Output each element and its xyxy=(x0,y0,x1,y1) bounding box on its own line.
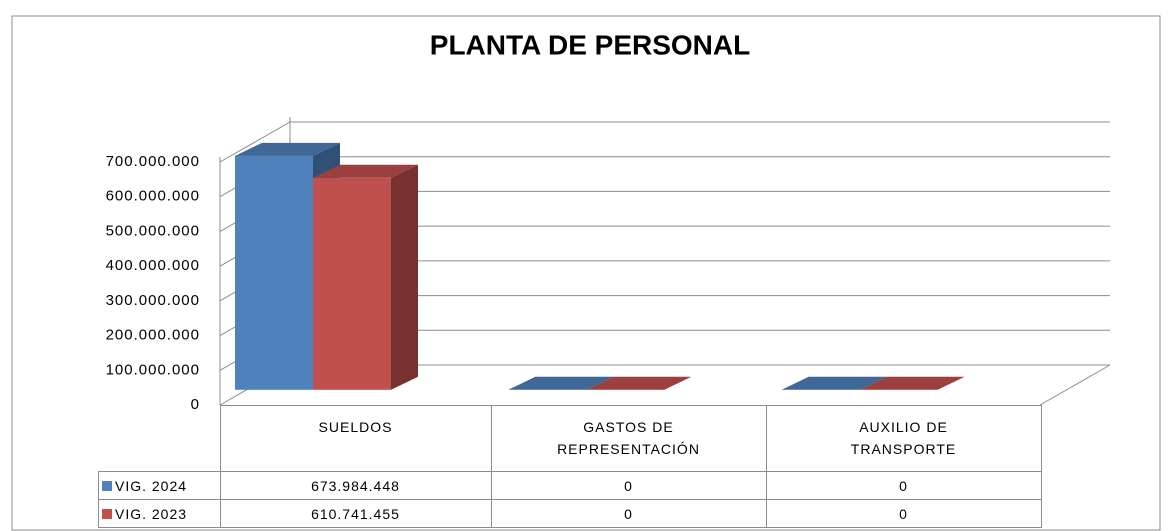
bar-front xyxy=(313,177,391,390)
category-cell: AUXILIO DE TRANSPORTE xyxy=(765,405,1042,472)
legend-label: VIG. 2023 xyxy=(115,505,188,522)
y-tick-label: 400.000.000 xyxy=(106,257,200,274)
value-cell: 673.984.448 xyxy=(219,471,492,500)
bar-top xyxy=(235,142,340,156)
value-cell: 0 xyxy=(765,499,1042,528)
header-row: SUELDOS GASTOS DE REPRESENTACIÓN AUXILIO D… xyxy=(99,405,1042,472)
y-tick-label: 300.000.000 xyxy=(106,292,200,309)
bar-top xyxy=(859,376,965,390)
category-label: GASTOS DE REPRESENTACIÓN xyxy=(557,419,700,457)
series-row: VIG. 2024 673.984.448 0 0 xyxy=(98,471,1042,500)
floor-edge xyxy=(1039,364,1111,406)
y-tick-label: 200.000.000 xyxy=(106,327,200,344)
bar-top xyxy=(313,164,418,178)
bar-side xyxy=(391,164,418,390)
y-tick-label: 0 xyxy=(191,396,200,413)
y-tick-label: 100.000.000 xyxy=(106,361,200,378)
value-cell: 0 xyxy=(765,471,1042,500)
legend-swatch xyxy=(102,508,112,519)
y-tick-label: 600.000.000 xyxy=(106,188,200,205)
blank-cell xyxy=(99,406,221,472)
y-tick-label: 700.000.000 xyxy=(106,153,200,170)
chart-border xyxy=(11,15,1161,531)
y-tick-label: 500.000.000 xyxy=(106,222,200,239)
series-row: VIG. 2023 610.741.455 0 0 xyxy=(98,499,1042,528)
data-table: SUELDOS GASTOS DE REPRESENTACIÓN AUXILIO D… xyxy=(98,405,1042,528)
value-cell: 0 xyxy=(490,499,767,528)
bar-front xyxy=(235,155,313,390)
grid-line xyxy=(219,121,1110,163)
bar-top xyxy=(781,376,887,390)
category-cell: SUELDOS xyxy=(219,405,492,472)
legend-cell: VIG. 2024 xyxy=(98,471,221,500)
legend-label: VIG. 2024 xyxy=(115,477,188,494)
legend-cell: VIG. 2023 xyxy=(98,499,221,528)
category-label: SUELDOS xyxy=(318,419,393,435)
value-cell: 610.741.455 xyxy=(219,499,492,528)
bar-top xyxy=(586,376,692,390)
category-label: AUXILIO DE TRANSPORTE xyxy=(850,419,957,457)
legend-swatch xyxy=(102,480,112,491)
chart-title: PLANTA DE PERSONAL xyxy=(430,29,750,60)
bar-top xyxy=(508,376,614,390)
category-cell: GASTOS DE REPRESENTACIÓN xyxy=(490,405,767,472)
value-cell: 0 xyxy=(490,471,767,500)
